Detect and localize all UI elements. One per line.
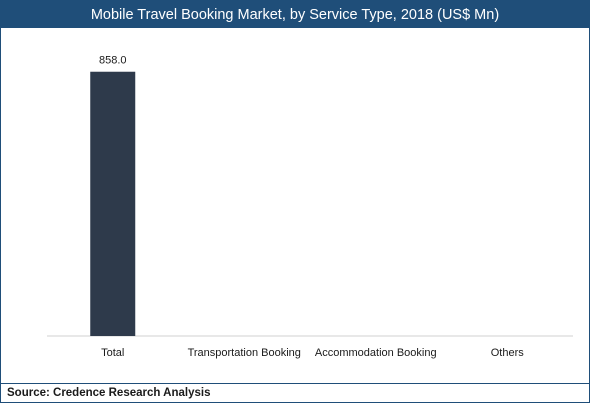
plot-area: 858.0 Total Transportation Booking Accommod… xyxy=(1,28,589,383)
bar-total xyxy=(90,71,136,337)
x-tick-label-total: Total xyxy=(101,347,124,359)
source-note: Source: Credence Research Analysis xyxy=(1,383,589,402)
data-label-total: 858.0 xyxy=(99,55,127,67)
x-tick-label-others: Others xyxy=(491,347,525,359)
bar-chart: 858.0 Total Transportation Booking Accommod… xyxy=(47,55,573,359)
x-tick-label-transportation-booking: Transportation Booking xyxy=(188,347,301,359)
chart-title: Mobile Travel Booking Market, by Service… xyxy=(1,1,589,28)
x-tick-label-accommodation-booking: Accommodation Booking xyxy=(315,347,437,359)
